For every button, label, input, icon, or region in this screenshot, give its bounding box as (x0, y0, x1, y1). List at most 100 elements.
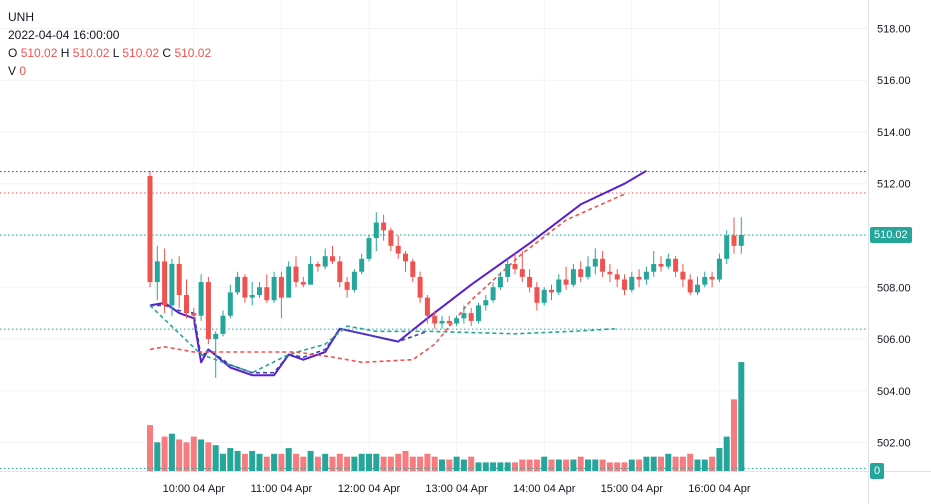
candle (381, 214, 387, 241)
high-value: 510.02 (72, 46, 110, 60)
volume-bar (241, 453, 248, 471)
candle-body (636, 276, 642, 280)
candle-body (417, 276, 423, 298)
candle-body (607, 271, 613, 275)
candle-body (512, 263, 518, 270)
volume-bar (533, 459, 540, 471)
volume-bar (227, 448, 234, 471)
candle (213, 331, 219, 378)
candle (622, 274, 627, 296)
volume-badge: 0 (870, 463, 885, 479)
volume-bar (650, 456, 657, 471)
candle (570, 263, 576, 288)
candle-body (410, 261, 416, 277)
candle-body (388, 230, 394, 246)
volume-bar (336, 453, 343, 471)
volume-bar (636, 459, 643, 471)
candle (541, 287, 547, 306)
volume-bar (658, 456, 664, 471)
volume-bar (409, 456, 416, 471)
candle-body (220, 315, 226, 334)
candle (300, 276, 306, 288)
candle (359, 253, 365, 275)
candle-body (373, 222, 379, 239)
volume-bar (147, 425, 153, 471)
candle (512, 253, 518, 275)
candle-series (147, 170, 744, 378)
high-label: H (60, 46, 70, 60)
candle (695, 276, 700, 296)
candle-body (570, 269, 576, 285)
close-label: C (162, 46, 172, 60)
volume-bar (190, 436, 197, 471)
candle (191, 307, 197, 324)
candle (738, 217, 744, 254)
candle-body (169, 263, 175, 306)
candle-body (468, 313, 474, 321)
candle (592, 248, 598, 275)
volume-bar (738, 362, 745, 471)
candle (176, 256, 182, 308)
volume-bar (548, 459, 555, 471)
candle-body (184, 295, 189, 314)
candle-body (308, 263, 314, 285)
volume-bar (161, 436, 168, 471)
candle-body (658, 263, 664, 267)
time-tick-label: 11:00 04 Apr (251, 483, 313, 495)
candle (709, 271, 715, 288)
volume-bar (249, 450, 256, 471)
candle (395, 235, 401, 259)
candle-body (527, 276, 533, 288)
candle (169, 258, 175, 316)
candle (497, 271, 503, 290)
volume-bar (716, 448, 723, 471)
volume-bar (453, 456, 460, 471)
volume-bar (278, 453, 285, 471)
volume-bar (563, 459, 570, 471)
candle-body (687, 279, 693, 293)
candle (724, 230, 730, 264)
candle-body (424, 297, 430, 316)
volume-bar (687, 453, 694, 471)
volume-bar (446, 459, 453, 471)
candle (673, 256, 679, 277)
volume-bar (424, 453, 431, 471)
volume-bar (373, 453, 380, 471)
candle-body (337, 261, 343, 283)
candle (629, 271, 635, 293)
candle-body (264, 287, 270, 301)
candle-body (242, 276, 248, 298)
candle-body (191, 313, 197, 316)
volume-bar (490, 462, 497, 471)
candle (432, 310, 438, 329)
candle-body (432, 315, 438, 324)
candle-body (286, 266, 292, 298)
volume-bar (599, 459, 606, 471)
candle (278, 271, 284, 319)
datetime-label: 2022-04-04 16:00:00 (8, 28, 120, 42)
volume-bar (512, 462, 518, 471)
candle (410, 258, 416, 283)
volume-bar (154, 442, 161, 471)
candle (680, 263, 686, 288)
volume-bar (526, 459, 533, 471)
volume-label: V (8, 64, 17, 78)
volume-bar (577, 456, 584, 471)
price-tick-label: 512.00 (877, 179, 911, 191)
candle-body (359, 258, 365, 272)
close-value: 510.02 (174, 46, 212, 60)
candle-body (476, 305, 481, 321)
candle-body (505, 263, 511, 277)
candle-body (213, 333, 219, 340)
volume-bar (176, 439, 183, 471)
volume-bar (431, 456, 438, 471)
candle (563, 266, 569, 290)
volume-bar (417, 456, 424, 471)
candle-body (497, 276, 503, 288)
volume-bar (672, 456, 679, 471)
volume-bar (285, 448, 292, 471)
candle (461, 305, 467, 324)
volume-bar (322, 453, 329, 471)
candle-body (702, 276, 708, 285)
